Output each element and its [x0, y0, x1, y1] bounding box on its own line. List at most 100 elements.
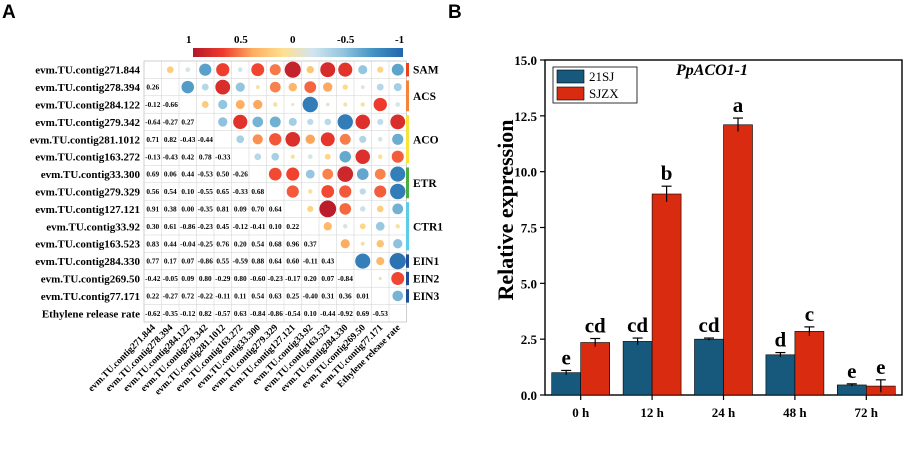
correlation-circle — [235, 82, 245, 92]
colorbar-tick: -0.5 — [337, 34, 355, 46]
correlation-circle — [337, 166, 354, 182]
correlation-value: -0.12 — [180, 309, 196, 318]
correlation-circle — [166, 66, 174, 74]
correlation-value: -0.66 — [163, 100, 179, 109]
correlation-circle — [378, 276, 382, 281]
row-label: evm.TU.contig269.50 — [41, 274, 141, 286]
correlation-value: 0.06 — [164, 170, 177, 179]
correlation-circle — [269, 64, 281, 76]
group-label: ETR — [413, 178, 437, 190]
significance-letter: a — [733, 93, 744, 117]
significance-letter: cd — [627, 313, 648, 337]
correlation-value: 0.64 — [269, 257, 282, 266]
chart-title: PpACO1-1 — [675, 62, 748, 79]
y-tick-label: 10.0 — [514, 165, 537, 180]
bar-sjzx — [580, 342, 611, 396]
correlation-circle — [360, 206, 366, 212]
correlation-value: -0.12 — [233, 222, 249, 231]
correlation-circle — [391, 272, 405, 285]
correlation-value: 0.54 — [164, 187, 177, 196]
correlation-value: -0.42 — [145, 274, 161, 283]
correlation-value: 0.72 — [181, 292, 194, 301]
matrix-cells: 0.26-0.12 -0.66-0.64 -0.27 0.270.71 0.82 -0.4… — [145, 61, 406, 318]
correlation-value: 0.45 — [216, 222, 229, 231]
correlation-circle — [392, 133, 404, 145]
correlation-value: 0.22 — [146, 292, 159, 301]
correlation-value: -0.27 — [163, 292, 179, 301]
group-label: ACO — [413, 134, 439, 146]
correlation-value: 0.10 — [181, 187, 194, 196]
correlation-circle — [305, 169, 315, 179]
row-label: Ethylene release rate — [42, 308, 140, 320]
correlation-circle — [269, 81, 281, 93]
correlation-circle — [288, 117, 297, 126]
correlation-circle — [251, 63, 265, 77]
panel-b-letter: B — [448, 2, 462, 23]
row-label: evm.TU.contig284.330 — [35, 256, 140, 268]
correlation-value: 0.07 — [321, 274, 334, 283]
correlation-value: -0.53 — [198, 170, 214, 179]
colorbar-tick: 0.5 — [234, 34, 248, 46]
correlation-circle — [377, 66, 384, 73]
correlation-circle — [254, 153, 262, 161]
correlation-circle — [290, 154, 295, 159]
y-tick-label: 15.0 — [514, 53, 537, 68]
correlation-value: 0.20 — [234, 239, 247, 248]
correlation-value: -0.11 — [215, 292, 230, 301]
correlation-value: 0.77 — [146, 257, 159, 266]
panel-b: B PpACO1-1 Relative expression 0.0 2.5 5.0… — [448, 2, 903, 420]
bar-21sj — [836, 384, 867, 396]
correlation-circle — [181, 80, 195, 94]
correlation-circle — [322, 168, 334, 180]
correlation-circle — [306, 66, 314, 74]
group-bar — [406, 254, 409, 268]
correlation-value: 0.80 — [199, 274, 212, 283]
correlation-value: -0.35 — [198, 205, 214, 214]
group-bar — [406, 289, 409, 303]
correlation-circle — [392, 203, 404, 215]
correlation-value: 0.76 — [216, 239, 229, 248]
x-tick-label: 72 h — [855, 405, 879, 420]
correlation-value: 0.82 — [199, 309, 212, 318]
group-bar — [406, 115, 409, 164]
panel-a-letter: A — [2, 2, 16, 23]
correlation-circle — [218, 99, 228, 110]
correlation-circle — [391, 150, 404, 163]
bar-sjzx — [794, 331, 825, 396]
correlation-value: -0.57 — [215, 309, 231, 318]
bar-sjzx — [651, 193, 682, 396]
correlation-circle — [323, 82, 333, 92]
correlation-circle — [390, 166, 406, 182]
correlation-value: 0.65 — [216, 187, 229, 196]
correlation-circle — [377, 118, 384, 125]
correlation-value: -0.40 — [303, 292, 319, 301]
correlation-value: 0.00 — [181, 205, 194, 214]
correlation-value: -0.26 — [233, 170, 249, 179]
correlation-circle — [395, 224, 400, 229]
group-label: EIN3 — [413, 291, 439, 303]
correlation-circle — [355, 253, 371, 269]
row-label: evm.TU.contig33.300 — [41, 169, 141, 181]
correlation-value: -0.55 — [198, 187, 214, 196]
correlation-circle — [252, 134, 263, 145]
correlation-value: 0.36 — [339, 292, 352, 301]
correlation-circle — [286, 185, 299, 198]
correlation-value: 0.01 — [356, 292, 369, 301]
row-labels: evm.TU.contig271.844 evm.TU.contig278.394… — [30, 65, 141, 321]
correlation-circle — [355, 149, 371, 164]
correlation-value: -0.43 — [180, 135, 196, 144]
group-label: ACS — [413, 91, 436, 103]
correlation-circle — [376, 205, 384, 213]
correlation-circle — [343, 102, 348, 107]
correlation-circle — [393, 83, 402, 92]
correlation-circle — [376, 83, 384, 91]
correlation-value: 0.09 — [181, 274, 194, 283]
row-label: evm.TU.contig279.329 — [35, 187, 140, 199]
legend-swatch-21sj — [556, 69, 585, 84]
correlation-circle — [273, 102, 278, 107]
correlation-circle — [395, 102, 401, 107]
correlation-value: 0.96 — [286, 239, 299, 248]
correlation-circle — [391, 63, 404, 76]
correlation-circle — [342, 224, 348, 229]
